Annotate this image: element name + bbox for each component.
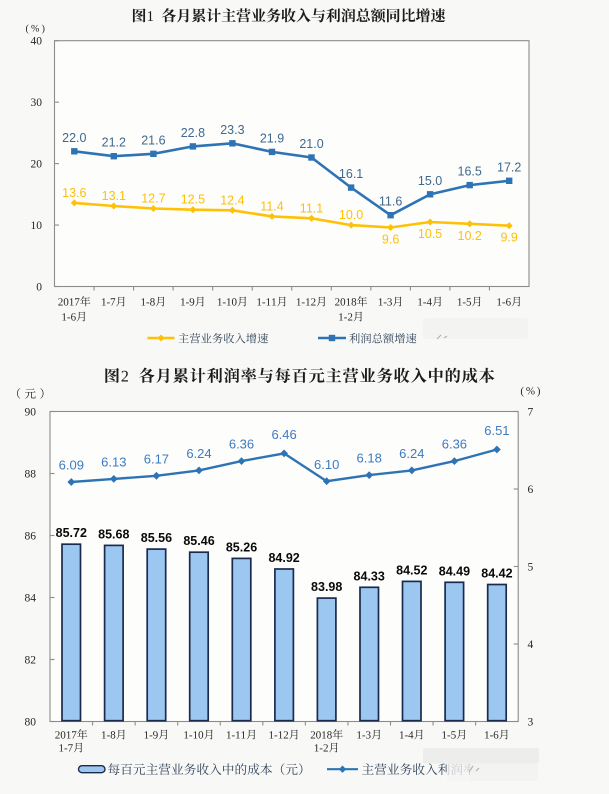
svg-text:82: 82	[25, 655, 37, 667]
svg-text:12.5: 12.5	[181, 193, 205, 207]
svg-text:23.3: 23.3	[220, 123, 244, 137]
svg-text:6: 6	[528, 484, 534, 496]
svg-text:84.42: 84.42	[481, 567, 512, 581]
svg-text:22.8: 22.8	[181, 126, 205, 140]
svg-text:85.68: 85.68	[98, 527, 129, 541]
svg-text:10.5: 10.5	[418, 227, 442, 241]
svg-text:16.5: 16.5	[458, 165, 482, 179]
svg-text:3: 3	[528, 717, 534, 729]
svg-text:86: 86	[25, 531, 37, 543]
svg-text:12.7: 12.7	[141, 192, 165, 206]
svg-text:20: 20	[31, 159, 43, 171]
svg-text:7: 7	[528, 407, 534, 419]
svg-text:6.46: 6.46	[271, 427, 296, 442]
svg-text:11.1: 11.1	[300, 201, 323, 215]
svg-text:85.72: 85.72	[56, 526, 87, 540]
svg-text:6.17: 6.17	[144, 451, 169, 466]
svg-text:22.0: 22.0	[62, 131, 86, 145]
svg-text:6.18: 6.18	[357, 451, 382, 466]
svg-text:6.24: 6.24	[399, 446, 424, 461]
svg-text:88: 88	[25, 469, 37, 481]
svg-text:6.36: 6.36	[442, 437, 467, 452]
svg-text:4: 4	[528, 639, 534, 651]
svg-text:11.4: 11.4	[260, 199, 283, 213]
svg-text:6.13: 6.13	[101, 454, 126, 469]
svg-text:6.10: 6.10	[314, 457, 339, 472]
svg-text:6.36: 6.36	[229, 437, 254, 452]
svg-text:85.46: 85.46	[183, 534, 214, 548]
svg-text:90: 90	[25, 407, 37, 419]
svg-text:9.9: 9.9	[501, 231, 518, 245]
svg-text:84.49: 84.49	[439, 564, 470, 578]
svg-text:17.2: 17.2	[497, 160, 521, 174]
svg-text:84: 84	[25, 593, 37, 605]
svg-text:9.6: 9.6	[382, 233, 399, 247]
svg-text:13.1: 13.1	[102, 189, 126, 203]
svg-text:15.0: 15.0	[418, 174, 442, 188]
svg-text:10.0: 10.0	[339, 208, 363, 222]
svg-text:80: 80	[25, 717, 37, 729]
svg-text:11.6: 11.6	[379, 195, 402, 209]
svg-text:85.26: 85.26	[226, 540, 257, 554]
svg-text:6.24: 6.24	[186, 446, 211, 461]
svg-text:84.33: 84.33	[354, 569, 385, 583]
svg-text:21.0: 21.0	[299, 137, 323, 151]
svg-text:21.9: 21.9	[260, 131, 284, 145]
svg-text:21.6: 21.6	[141, 133, 165, 147]
svg-text:13.6: 13.6	[62, 186, 86, 200]
svg-text:6.51: 6.51	[484, 423, 509, 438]
svg-text:84.92: 84.92	[268, 551, 299, 565]
svg-text:10: 10	[31, 220, 43, 232]
svg-text:30: 30	[31, 97, 43, 109]
svg-text:84.52: 84.52	[396, 563, 427, 577]
svg-text:21.2: 21.2	[102, 136, 126, 150]
svg-text:0: 0	[36, 282, 42, 294]
svg-text:5: 5	[528, 562, 534, 574]
svg-text:12.4: 12.4	[220, 193, 244, 207]
svg-text:83.98: 83.98	[311, 580, 342, 594]
svg-text:6.09: 6.09	[59, 458, 84, 473]
svg-text:85.56: 85.56	[141, 531, 172, 545]
svg-text:40: 40	[31, 36, 43, 48]
svg-text:16.1: 16.1	[339, 167, 363, 181]
svg-text:10.2: 10.2	[458, 229, 482, 243]
